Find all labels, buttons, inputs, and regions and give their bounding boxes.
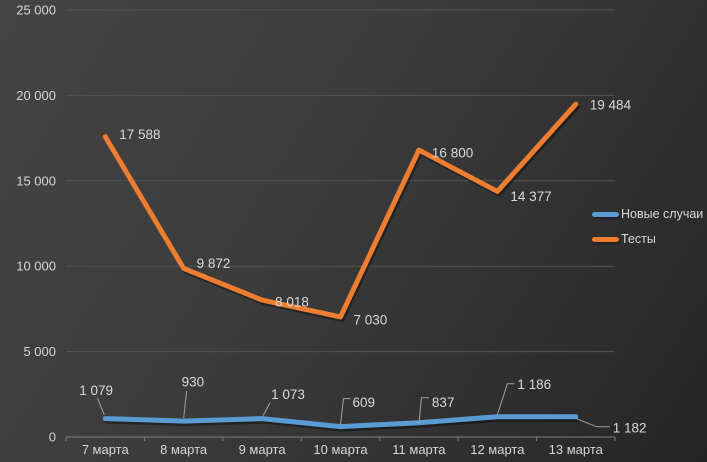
data-label: 837 bbox=[432, 395, 455, 410]
y-axis-label: 20 000 bbox=[16, 88, 56, 103]
data-label-leader-line bbox=[496, 383, 515, 415]
y-axis-label: 10 000 bbox=[16, 259, 56, 274]
y-axis-label: 5 000 bbox=[23, 344, 56, 359]
data-label: 609 bbox=[353, 395, 376, 410]
legend-item-tests[interactable]: Тесты bbox=[592, 231, 703, 247]
legend-label-new-cases: Новые случаи bbox=[621, 207, 704, 221]
x-axis-label: 9 марта bbox=[239, 442, 287, 457]
x-axis-label: 13 марта bbox=[549, 442, 604, 457]
series-line-tests[interactable] bbox=[102, 101, 579, 320]
data-label-leader-line bbox=[96, 397, 105, 415]
data-label: 930 bbox=[182, 375, 205, 390]
x-axis-label: 8 марта bbox=[160, 442, 208, 457]
legend-item-new-cases[interactable]: Новые случаи bbox=[592, 206, 703, 222]
data-label-leader-line bbox=[418, 397, 429, 424]
data-label: 9 872 bbox=[197, 256, 231, 271]
data-label: 19 484 bbox=[590, 98, 632, 113]
legend: Новые случаи Тесты bbox=[592, 206, 703, 247]
data-label: 1 186 bbox=[517, 377, 551, 392]
series-line-tests-shadow bbox=[104, 104, 580, 322]
data-label: 14 377 bbox=[510, 189, 551, 204]
legend-swatch-new-cases-icon bbox=[592, 211, 619, 217]
data-label-leader-line bbox=[576, 418, 610, 428]
data-label: 1 079 bbox=[79, 383, 113, 398]
data-label-leader-line bbox=[340, 398, 351, 425]
data-label: 7 030 bbox=[354, 312, 388, 327]
data-label: 1 073 bbox=[271, 387, 305, 402]
data-label-leader-line bbox=[183, 391, 188, 419]
data-label: 16 800 bbox=[432, 146, 473, 161]
x-axis-label: 11 марта bbox=[392, 442, 446, 457]
legend-swatch-tests-icon bbox=[592, 236, 619, 242]
data-label: 1 182 bbox=[613, 420, 647, 435]
y-axis-label: 25 000 bbox=[16, 3, 56, 18]
y-axis-label: 15 000 bbox=[16, 173, 56, 188]
legend-label-tests: Тесты bbox=[621, 232, 656, 246]
data-label-leader-line bbox=[262, 402, 271, 416]
x-axis-label: 7 марта bbox=[82, 442, 130, 457]
data-label: 17 588 bbox=[119, 127, 160, 142]
y-axis-label: 0 bbox=[49, 430, 56, 445]
x-axis-label: 10 марта bbox=[313, 442, 368, 457]
series-line-new-cases[interactable] bbox=[102, 414, 579, 430]
x-axis-label: 12 марта bbox=[470, 442, 525, 457]
data-label: 8 018 bbox=[275, 295, 309, 310]
